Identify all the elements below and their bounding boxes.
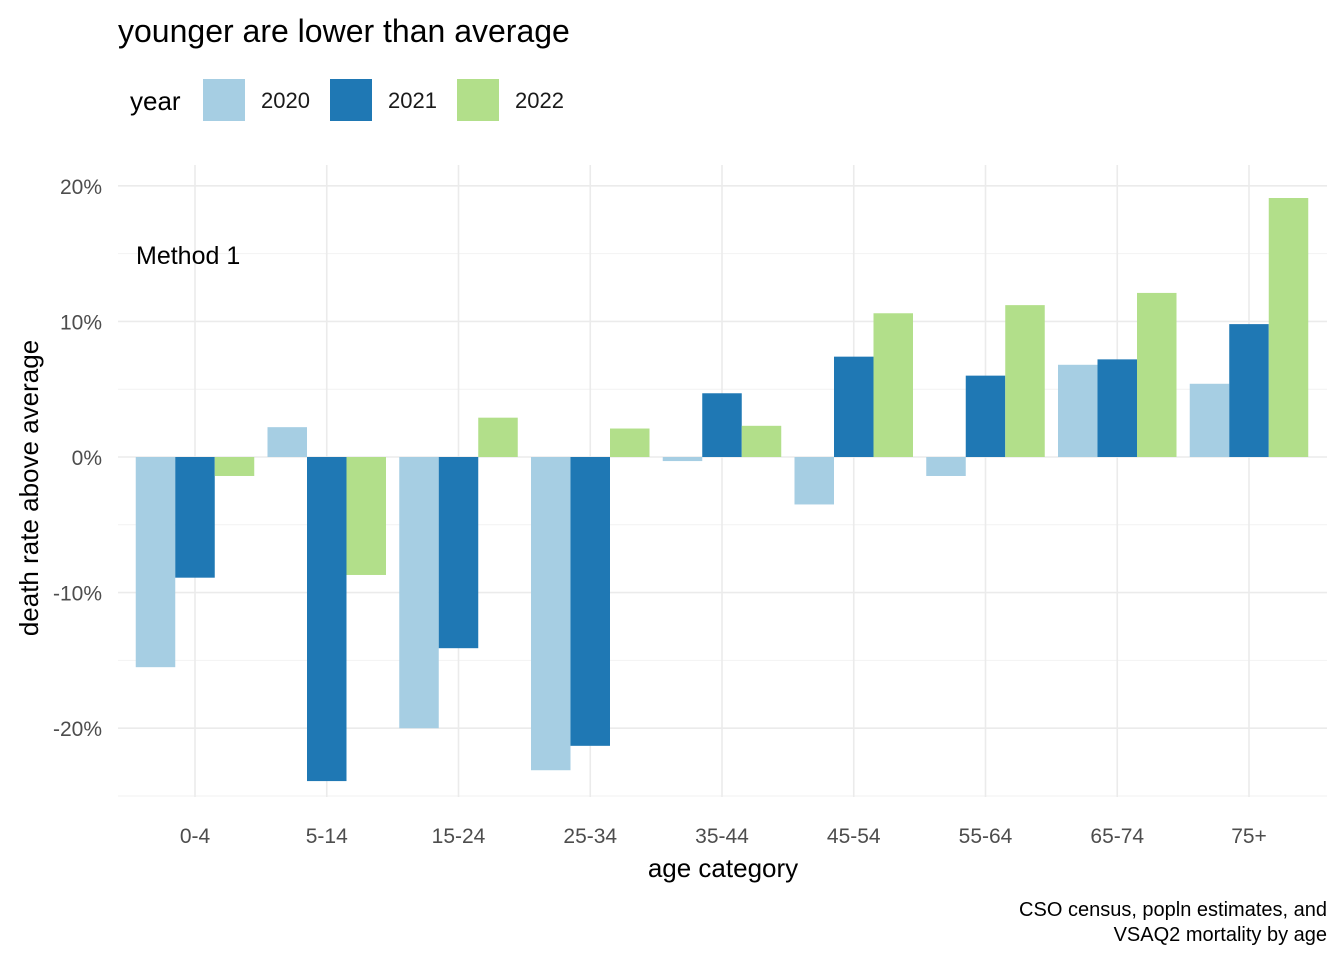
bar-2022-75+ [1268, 198, 1309, 457]
bar-2022-45-54 [873, 313, 913, 457]
bar-2022-25-34 [610, 428, 650, 457]
x-axis-title: age category [648, 853, 798, 883]
bar-2022-15-24 [478, 417, 518, 457]
legend-label-2021: 2021 [388, 88, 437, 113]
caption-line-2: VSAQ2 mortality by age [1114, 924, 1327, 946]
legend-key-2020 [203, 79, 245, 121]
x-tick-label: 25-34 [563, 825, 617, 848]
bar-2022-5-14 [346, 457, 386, 575]
bar-2021-35-44 [702, 393, 742, 457]
caption-line-1: CSO census, popln estimates, and [1019, 899, 1327, 921]
y-tick-label: 20% [60, 176, 102, 199]
x-tick-label: 5-14 [306, 825, 348, 848]
bar-2021-55-64 [965, 375, 1006, 457]
bar-2020-75+ [1189, 383, 1230, 457]
bar-2021-45-54 [834, 356, 874, 457]
bar-2020-65-74 [1058, 364, 1098, 457]
y-tick-label: 10% [60, 311, 102, 334]
legend-title: year [130, 86, 181, 116]
bar-2020-45-54 [794, 457, 834, 505]
y-axis-title: death rate above average [14, 340, 44, 636]
gridlines [118, 165, 1327, 797]
y-axis-ticks: -20% -10% 0% 10% 20% [53, 176, 102, 741]
bar-2022-65-74 [1137, 292, 1177, 457]
legend-label-2022: 2022 [515, 88, 564, 113]
chart-title: younger are lower than average [118, 13, 570, 49]
bar-2022-55-64 [1005, 305, 1045, 457]
x-tick-label: 55-64 [959, 825, 1013, 848]
bar-2021-75+ [1229, 324, 1269, 457]
x-axis-ticks: 0-4 5-14 15-24 25-34 35-44 45-54 55-64 65-74 75+ [180, 825, 1267, 848]
bar-2021-15-24 [438, 457, 479, 649]
x-tick-label: 35-44 [695, 825, 749, 848]
bar-2022-0-4 [214, 457, 255, 476]
x-tick-label: 15-24 [432, 825, 486, 848]
x-tick-label: 0-4 [180, 825, 211, 848]
bar-2021-65-74 [1097, 359, 1137, 457]
bar-2022-35-44 [741, 425, 782, 457]
y-tick-label: -10% [53, 583, 102, 606]
legend-key-2022 [457, 79, 499, 121]
bar-2021-5-14 [307, 457, 347, 782]
legend: year 2020 2021 2022 [130, 79, 564, 121]
bar-2020-5-14 [267, 427, 307, 457]
bar-2020-55-64 [926, 457, 966, 476]
bar-2020-35-44 [662, 457, 703, 462]
bar-2020-25-34 [531, 457, 571, 771]
method-annotation: Method 1 [136, 242, 240, 270]
legend-label-2020: 2020 [261, 88, 310, 113]
y-tick-label: 0% [72, 447, 102, 470]
y-tick-label: -20% [53, 718, 102, 741]
x-tick-label: 65-74 [1090, 825, 1144, 848]
bar-2020-15-24 [399, 457, 439, 729]
bars [135, 198, 1309, 782]
x-tick-label: 45-54 [827, 825, 881, 848]
bar-2020-0-4 [135, 457, 176, 668]
x-tick-label: 75+ [1231, 825, 1267, 848]
bar-2021-0-4 [175, 457, 215, 578]
legend-key-2021 [330, 79, 372, 121]
bar-2021-25-34 [570, 457, 610, 746]
